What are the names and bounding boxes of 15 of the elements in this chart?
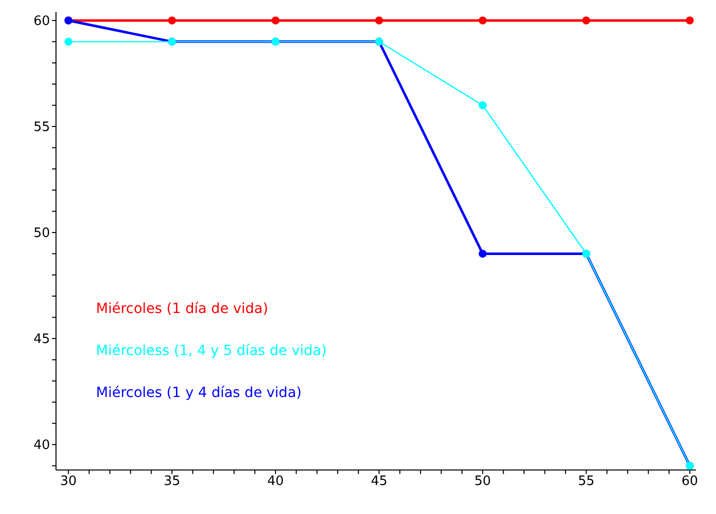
- y-tick-label: 60: [33, 14, 50, 30]
- x-tick-label: 35: [164, 474, 180, 490]
- y-tick-label: 55: [33, 120, 50, 136]
- x-tick-label: 60: [682, 474, 698, 490]
- x-tick-label: 30: [60, 474, 77, 490]
- x-tick-label: 50: [474, 474, 491, 490]
- y-tick-label: 50: [33, 226, 50, 242]
- x-tick-label: 40: [267, 474, 284, 490]
- y-tick-label: 40: [33, 438, 50, 454]
- x-tick-label: 55: [578, 474, 594, 490]
- text: Miércoless (1, 4 y 5 días de vida): [96, 342, 327, 361]
- y-tick-label: 45: [33, 332, 50, 348]
- x-tick-label: 45: [370, 474, 388, 490]
- text: Miércoles (1 y 4 días de vida): [96, 384, 303, 403]
- text: Miércoles (1 día de vida): [96, 300, 270, 319]
